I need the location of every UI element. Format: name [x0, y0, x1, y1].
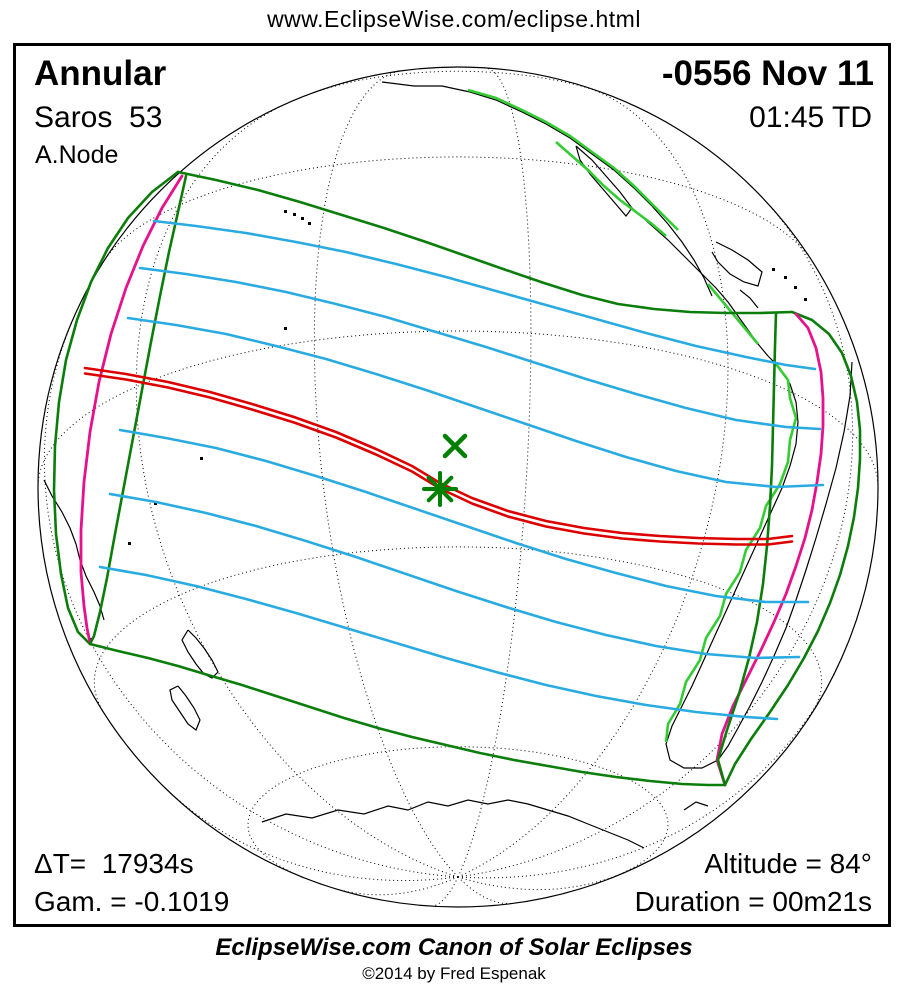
sunrise-curve-west	[79, 174, 184, 645]
delta-t-value: ΔT= 17934s	[34, 847, 194, 879]
duration-value: Duration = 00m21s	[634, 885, 872, 917]
sunset-curve-east	[715, 312, 825, 787]
copyright-line: ©2014 by Fred Espenak	[362, 964, 546, 983]
eastern-limit-outer	[723, 310, 862, 787]
island-dot	[804, 298, 807, 301]
graticule-line	[457, 874, 620, 891]
graticule-line	[247, 746, 669, 878]
coastline	[169, 685, 201, 731]
x-marker	[442, 433, 468, 459]
eclipse-time: 01:45 TD	[749, 101, 872, 134]
graticule-line	[135, 102, 459, 878]
graticule-line	[457, 876, 512, 905]
coastline	[575, 145, 633, 217]
coastline	[181, 629, 219, 679]
island-dot	[128, 542, 131, 545]
greatest-eclipse-center	[435, 484, 445, 494]
coastline	[665, 355, 853, 769]
coastline	[739, 289, 759, 309]
globe-outline	[37, 66, 879, 908]
graticule-line	[164, 787, 459, 882]
eclipse-map	[37, 66, 879, 908]
greatest-eclipse-marker	[422, 471, 458, 507]
northern-penumbral-limit	[176, 170, 794, 315]
coastline	[683, 801, 709, 811]
site-url: www.EclipseWise.com/eclipse.html	[267, 6, 641, 32]
central-path-south-edge	[83, 372, 794, 546]
graticule-line	[311, 70, 605, 94]
graticule-line	[93, 546, 823, 711]
island-dot	[301, 217, 304, 220]
eclipse-contour-line	[98, 565, 779, 721]
island-dot	[284, 210, 287, 213]
eclipse-markers	[422, 433, 468, 507]
eclipse-contour-line	[118, 428, 810, 604]
eclipsed-coastline	[467, 88, 679, 231]
gamma-value: Gam. = -0.1019	[34, 885, 230, 917]
island-dot	[308, 222, 311, 225]
eclipsed-coastline	[664, 363, 798, 743]
coastline	[711, 241, 763, 287]
map-frame: Annular Saros 53 A.Node -0556 Nov 11 01:…	[13, 43, 891, 927]
eclipse-contour-line	[126, 316, 825, 489]
canon-title: EclipseWise.com Canon of Solar Eclipses	[215, 934, 693, 961]
island-dot	[794, 286, 797, 289]
eclipsed-coastline	[555, 141, 667, 237]
graticule-line	[104, 156, 812, 260]
graticule-line	[313, 70, 459, 878]
graticule-line	[43, 315, 459, 878]
eclipse-type-label: Annular	[34, 54, 167, 93]
island-dot	[772, 268, 775, 271]
altitude-value: Altitude = 84°	[704, 847, 872, 879]
eclipse-date: -0556 Nov 11	[661, 54, 874, 93]
island-dot	[200, 457, 203, 460]
coastline	[381, 81, 713, 297]
graticule-line	[430, 876, 459, 907]
island-dot	[784, 276, 787, 279]
rise-set-curve-west	[88, 174, 188, 646]
graticule-line	[339, 876, 459, 896]
graticule-line	[457, 670, 837, 879]
coastline	[43, 479, 105, 621]
eclipse-contour-line	[138, 266, 822, 431]
coastlines	[43, 81, 853, 849]
graticule	[37, 67, 879, 907]
island-dot	[284, 327, 287, 330]
eclipse-contour-line	[152, 219, 817, 371]
node-label: A.Node	[35, 141, 119, 169]
coastline	[261, 799, 645, 849]
graticule-line	[37, 330, 879, 482]
island-dot	[293, 213, 296, 216]
rise-set-curve-east	[716, 311, 778, 787]
saros-label: Saros 53	[34, 101, 163, 134]
southern-penumbral-limit	[88, 642, 727, 787]
eclipse-contour-line	[108, 492, 801, 660]
western-limit-outer	[52, 170, 180, 646]
graticule-line	[457, 86, 729, 878]
island-dot	[154, 502, 157, 505]
